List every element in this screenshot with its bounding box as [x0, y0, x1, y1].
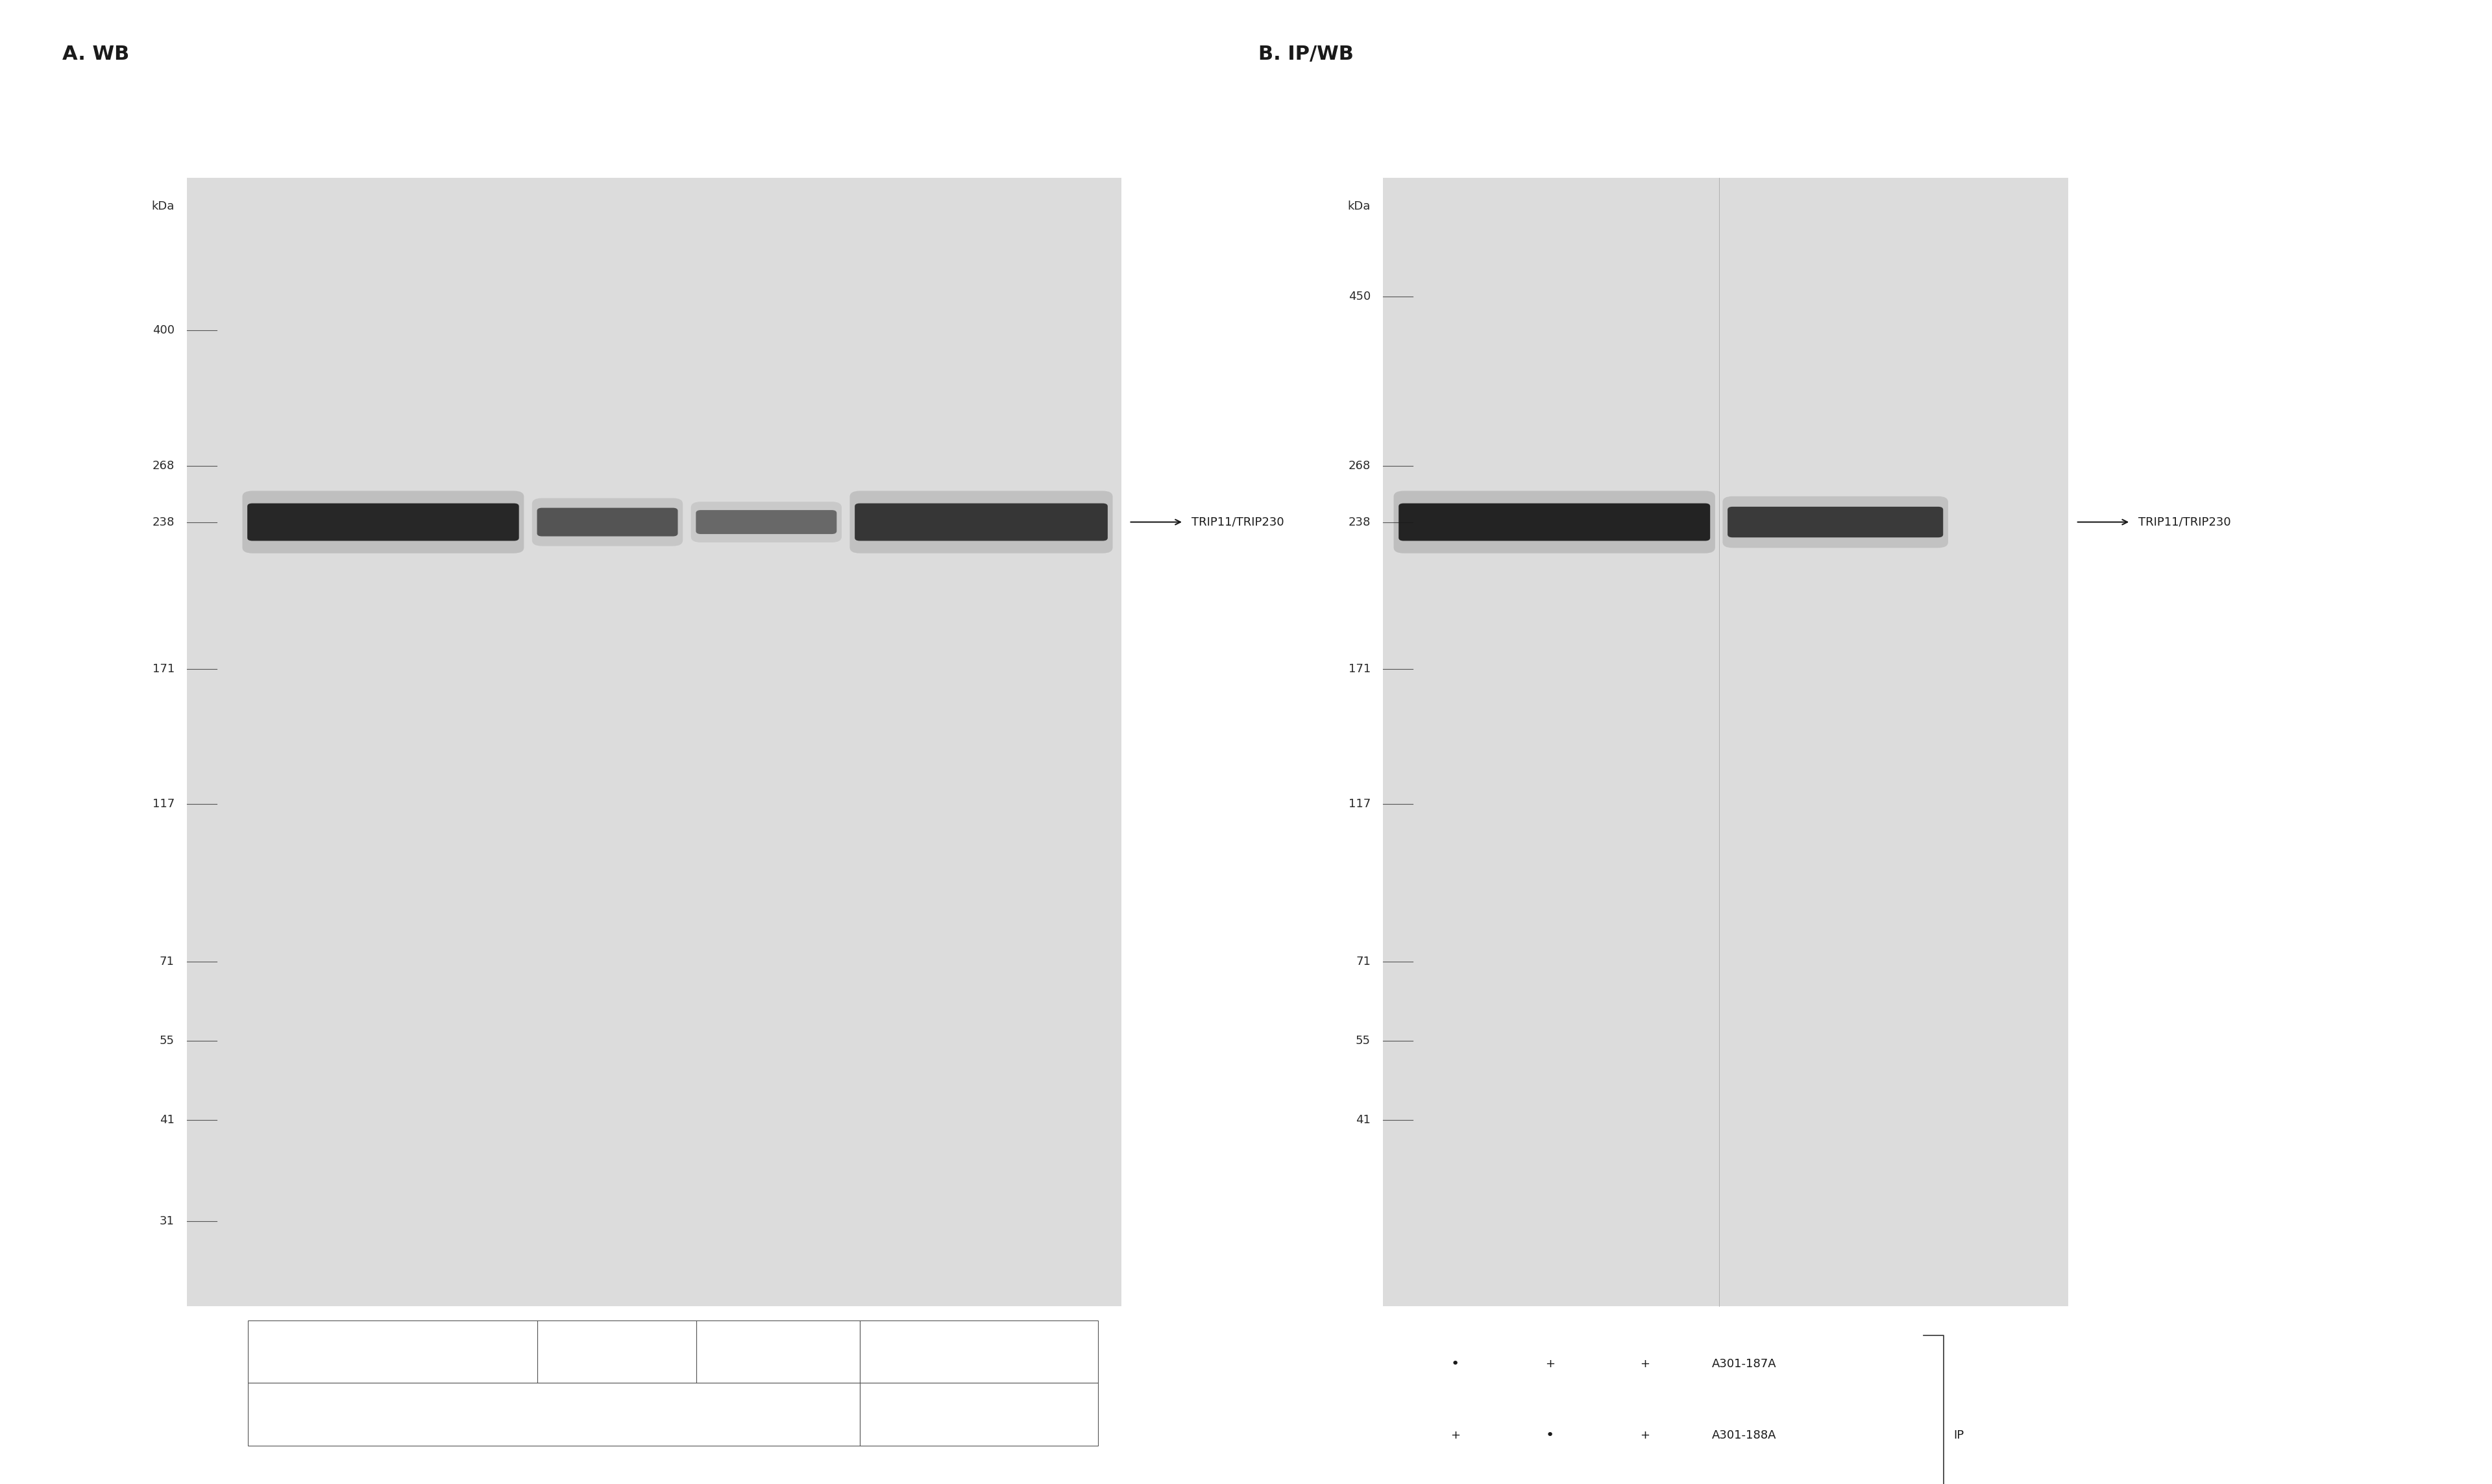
Text: •: •: [1450, 1358, 1460, 1370]
Bar: [538, 1321, 695, 1383]
FancyBboxPatch shape: [690, 502, 842, 543]
Text: 171: 171: [1348, 663, 1371, 675]
Text: A301-187A: A301-187A: [1712, 1358, 1777, 1370]
Bar: [1383, 178, 2068, 1306]
Text: 171: 171: [152, 663, 174, 675]
Text: 238: 238: [152, 516, 174, 528]
Text: 71: 71: [159, 956, 174, 968]
Text: 41: 41: [1356, 1114, 1371, 1126]
FancyBboxPatch shape: [855, 503, 1106, 540]
Text: HeLa: HeLa: [538, 1408, 568, 1420]
Text: B. IP/WB: B. IP/WB: [1258, 45, 1353, 64]
Text: T: T: [974, 1408, 982, 1420]
Text: +: +: [1545, 1358, 1555, 1370]
Text: 31: 31: [159, 1215, 174, 1227]
Text: kDa: kDa: [152, 200, 174, 212]
Bar: [860, 1383, 1099, 1445]
Text: 41: 41: [159, 1114, 174, 1126]
FancyBboxPatch shape: [695, 510, 837, 534]
Text: 50: 50: [386, 1346, 399, 1358]
Text: +: +: [1450, 1429, 1460, 1441]
Bar: [247, 1383, 860, 1445]
FancyBboxPatch shape: [850, 491, 1111, 554]
Text: A301-188A: A301-188A: [1712, 1429, 1777, 1441]
Text: TRIP11/TRIP230: TRIP11/TRIP230: [1191, 516, 1283, 528]
Text: IP: IP: [1954, 1429, 1964, 1441]
Text: 117: 117: [152, 798, 174, 810]
Bar: [187, 178, 1121, 1306]
Text: A. WB: A. WB: [62, 45, 130, 64]
FancyBboxPatch shape: [1727, 506, 1944, 537]
Text: kDa: kDa: [1348, 200, 1371, 212]
FancyBboxPatch shape: [242, 491, 523, 554]
FancyBboxPatch shape: [1398, 503, 1710, 540]
Bar: [695, 1321, 860, 1383]
FancyBboxPatch shape: [247, 503, 518, 540]
Text: 117: 117: [1348, 798, 1371, 810]
Text: 50: 50: [972, 1346, 987, 1358]
Text: 450: 450: [1348, 291, 1371, 303]
Text: 55: 55: [1356, 1034, 1371, 1046]
Text: TRIP11/TRIP230: TRIP11/TRIP230: [2138, 516, 2230, 528]
FancyBboxPatch shape: [1393, 491, 1714, 554]
Text: 5: 5: [775, 1346, 782, 1358]
Text: 55: 55: [159, 1034, 174, 1046]
Text: 400: 400: [152, 325, 174, 337]
FancyBboxPatch shape: [1722, 496, 1949, 548]
Text: 268: 268: [1348, 460, 1371, 472]
Text: +: +: [1640, 1429, 1650, 1441]
Text: 71: 71: [1356, 956, 1371, 968]
Text: •: •: [1545, 1429, 1555, 1441]
Bar: [247, 1321, 538, 1383]
FancyBboxPatch shape: [533, 499, 683, 546]
Text: 268: 268: [152, 460, 174, 472]
Text: +: +: [1640, 1358, 1650, 1370]
Bar: [860, 1321, 1099, 1383]
Text: 238: 238: [1348, 516, 1371, 528]
FancyBboxPatch shape: [538, 508, 678, 536]
Text: 15: 15: [611, 1346, 623, 1358]
